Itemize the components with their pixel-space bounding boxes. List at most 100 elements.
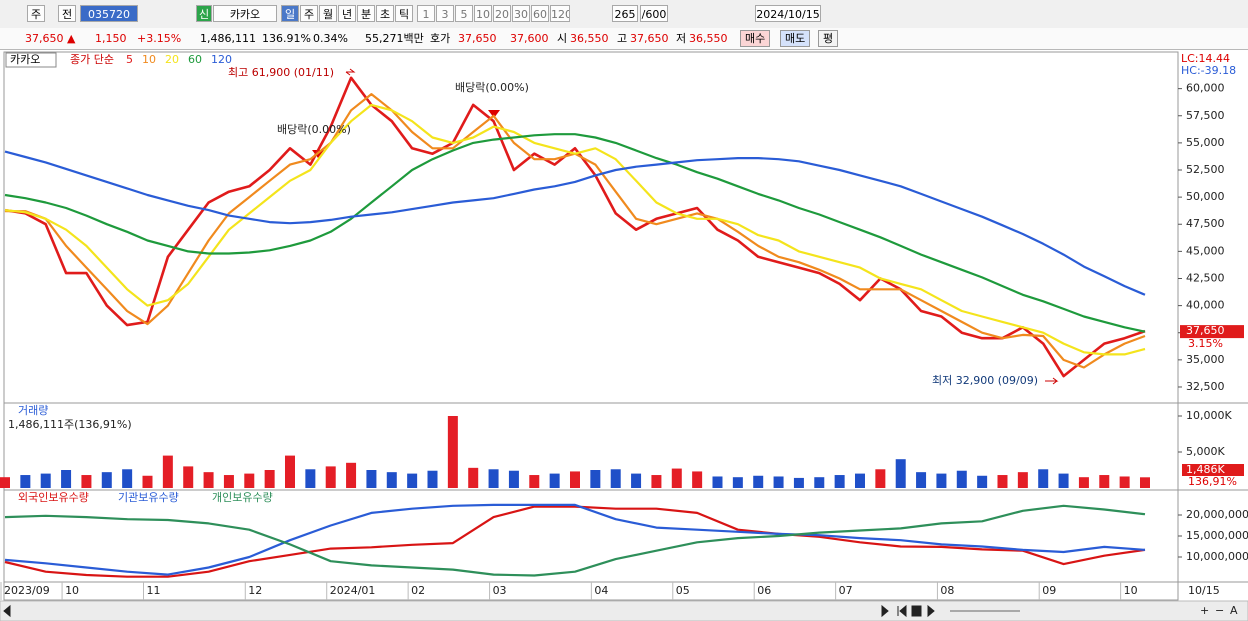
volume-bar	[569, 471, 580, 488]
volume-bar	[997, 475, 1008, 488]
toolbar-item[interactable]: 2024/10/15	[755, 5, 821, 22]
volume-bar	[956, 470, 967, 488]
volume-bar	[244, 473, 255, 488]
info-item[interactable]: 1,486,111	[200, 32, 256, 45]
panel-title: 거래량	[18, 404, 48, 417]
volume-bar	[40, 473, 51, 488]
y-tick-label: 10,000K	[1186, 409, 1232, 422]
y-tick-label: 20,000,000	[1186, 508, 1248, 521]
toolbar-item[interactable]: 1	[417, 5, 435, 22]
info-item[interactable]: 36,550	[689, 32, 728, 45]
toolbar-item[interactable]: 전	[58, 5, 76, 22]
volume-bar	[346, 462, 357, 488]
y-tick-label: 15,000,000	[1186, 529, 1248, 542]
y-tick-label: 60,000	[1186, 82, 1225, 95]
footer-tool: A	[1230, 604, 1238, 617]
info-item[interactable]: 시	[557, 32, 568, 45]
toolbar-item[interactable]: 5	[455, 5, 473, 22]
info-item[interactable]: 매수	[740, 30, 771, 47]
info-item[interactable]: 55,271백만	[365, 32, 424, 45]
volume-bar	[977, 475, 988, 488]
toolbar-item[interactable]: 분	[357, 5, 375, 22]
legend-title: 종가 단순	[70, 53, 114, 66]
info-item[interactable]: 37,650 ▲	[25, 32, 76, 45]
toolbar-item[interactable]: 3	[436, 5, 454, 22]
info-item[interactable]: 호가	[430, 32, 451, 45]
x-tick-label: 09	[1042, 584, 1056, 597]
series-line	[4, 133, 1146, 333]
volume-bar	[1038, 469, 1049, 488]
legend-entry: 20	[165, 53, 179, 66]
toolbar-item[interactable]: 30	[512, 5, 530, 22]
volume-bar	[447, 416, 458, 488]
toolbar-item[interactable]: 035720	[80, 5, 138, 22]
volume-bar	[0, 477, 10, 488]
toolbar-item[interactable]: 주	[300, 5, 318, 22]
toolbar-item[interactable]: 틱	[395, 5, 413, 22]
info-item[interactable]: 37,600	[510, 32, 549, 45]
volume-bar	[895, 459, 906, 488]
info-item[interactable]: 136.91%	[262, 32, 311, 45]
volume-bar	[284, 455, 295, 488]
info-item[interactable]: 평	[818, 30, 839, 47]
y-tick-label: 42,500	[1186, 271, 1225, 284]
toolbar-item[interactable]: 주	[27, 5, 45, 22]
volume-bar	[854, 473, 865, 488]
x-tick-label: 11	[146, 584, 160, 597]
volume-bar	[162, 455, 173, 488]
volume-bar	[366, 470, 377, 488]
lc-label: LC:14.44	[1181, 52, 1230, 65]
volume-bar	[101, 472, 112, 488]
series-line	[4, 504, 1146, 577]
volume-bar	[81, 475, 92, 488]
toolbar-item[interactable]: 120	[550, 5, 570, 22]
x-tick-label: 02	[411, 584, 425, 597]
info-item[interactable]: 0.34%	[313, 32, 348, 45]
volume-bar	[875, 469, 886, 488]
y-tick-label: 45,000	[1186, 244, 1225, 257]
scroll-buttons[interactable]	[3, 604, 935, 618]
last-volume: 1,486K	[1186, 463, 1225, 476]
series-line	[4, 503, 1146, 576]
info-item[interactable]: 1,150	[95, 32, 127, 45]
info-item[interactable]: +3.15%	[137, 32, 182, 45]
volume-bar	[20, 475, 31, 488]
legend-entry: 5	[126, 53, 133, 66]
toolbar-item[interactable]: 월	[319, 5, 337, 22]
legend-entry: 외국인보유수량	[18, 491, 89, 504]
y-tick-label: 10,000,000	[1186, 550, 1248, 563]
series-line	[4, 76, 1146, 378]
info-item[interactable]: 36,550	[570, 32, 609, 45]
toolbar-item[interactable]: 20	[493, 5, 511, 22]
volume-bar	[590, 470, 601, 488]
last-price-box	[1180, 325, 1244, 339]
legend-entry: 개인보유수량	[212, 491, 273, 504]
toolbar-item[interactable]: 10	[474, 5, 492, 22]
hc-label: HC:-39.18	[1181, 64, 1236, 77]
x-tick-label: 08	[940, 584, 954, 597]
volume-bar	[1139, 477, 1150, 488]
info-item[interactable]: 37,650	[458, 32, 497, 45]
info-item[interactable]: 저	[676, 32, 687, 45]
info-item[interactable]: 매도	[780, 30, 811, 47]
scrollbar[interactable]	[0, 600, 1248, 621]
toolbar-item[interactable]: 년	[338, 5, 356, 22]
toolbar-item[interactable]: 초	[376, 5, 394, 22]
x-tick-label: 10	[65, 584, 79, 597]
x-tick-label: 2023/09	[4, 584, 50, 597]
volume-bar	[692, 471, 703, 488]
volume-bar	[936, 473, 947, 488]
info-item[interactable]: 고	[617, 32, 628, 45]
info-item[interactable]: 37,650	[630, 32, 669, 45]
toolbar-item[interactable]: 카카오	[213, 5, 277, 22]
toolbar-item[interactable]: 60	[531, 5, 549, 22]
x-tick-label: 10	[1124, 584, 1138, 597]
toolbar-item[interactable]: 일	[281, 5, 299, 22]
toolbar-item[interactable]: 265	[612, 5, 638, 22]
toolbar-item[interactable]: /600	[640, 5, 668, 22]
volume-bar	[61, 470, 72, 488]
volume-bar	[183, 466, 194, 488]
toolbar-item[interactable]: 신	[196, 5, 212, 22]
